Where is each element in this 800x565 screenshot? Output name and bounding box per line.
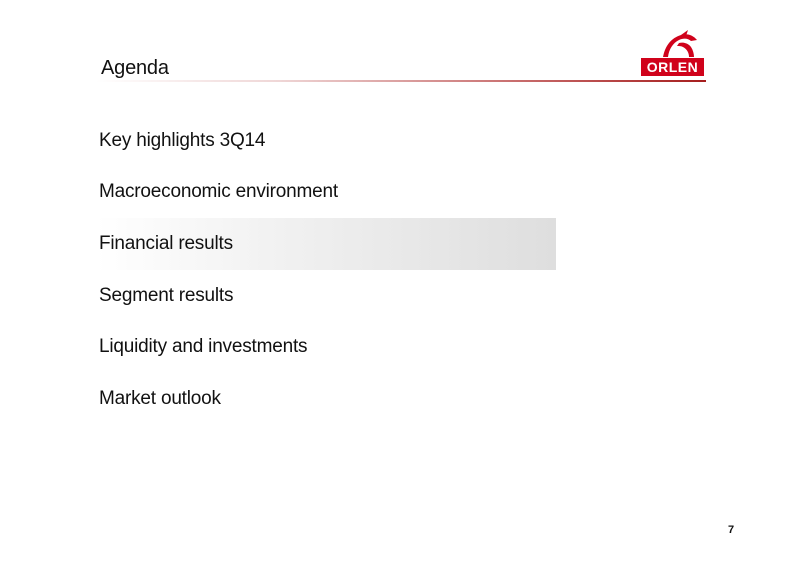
agenda-item-macroeconomic-environment: Macroeconomic environment [99, 181, 338, 203]
page-title: Agenda [101, 57, 169, 79]
page-number: 7 [728, 524, 735, 536]
logo-wordmark: ORLEN [641, 58, 704, 76]
orlen-logo: ORLEN [641, 30, 704, 78]
title-divider [96, 80, 706, 82]
agenda-item-liquidity-investments: Liquidity and investments [99, 336, 308, 358]
agenda-list: Key highlights 3Q14 Macroeconomic enviro… [96, 115, 556, 425]
agenda-item-market-outlook: Market outlook [99, 387, 221, 409]
eagle-icon [663, 30, 697, 57]
agenda-item-segment-results: Segment results [99, 284, 234, 306]
agenda-item-key-highlights: Key highlights 3Q14 [99, 129, 266, 151]
agenda-item-financial-results: Financial results [96, 218, 556, 270]
